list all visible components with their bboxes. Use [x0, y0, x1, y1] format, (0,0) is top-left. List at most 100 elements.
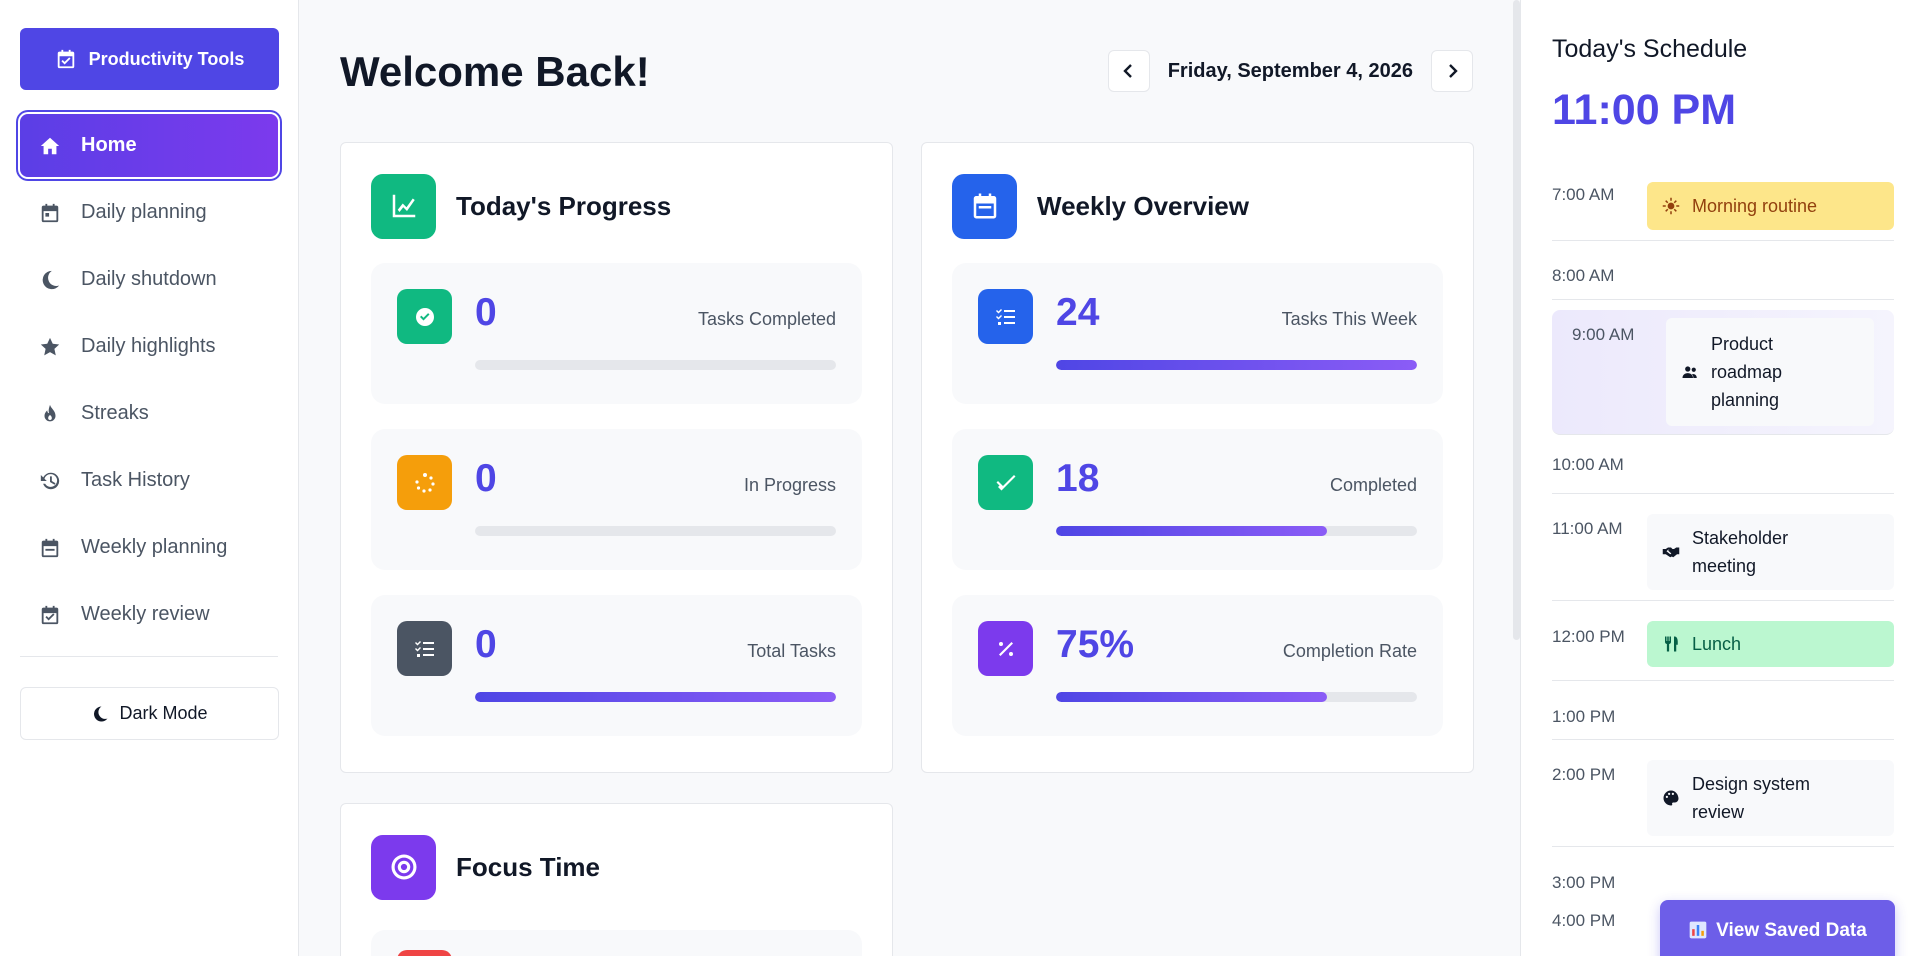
slot-time: 3:00 PM — [1552, 873, 1616, 892]
focus-stat-icon — [397, 950, 452, 956]
current-date: Friday, September 4, 2026 — [1167, 59, 1413, 82]
event-label: Lunch — [1692, 633, 1742, 654]
slot-time: 10:00 AM — [1552, 455, 1624, 474]
event-lunch[interactable]: Lunch — [1647, 621, 1894, 667]
sidebar-item-streaks[interactable]: Streaks — [20, 382, 278, 445]
progress-bar — [475, 692, 836, 702]
list-check-icon — [397, 621, 452, 676]
progress-bar — [1056, 526, 1417, 536]
page-title: Welcome Back! — [340, 48, 650, 95]
date-navigator: Friday, September 4, 2026 — [1107, 50, 1473, 92]
main-scrollbar[interactable] — [1513, 0, 1520, 640]
sidebar-item-weekly-review[interactable]: Weekly review — [20, 583, 278, 646]
sidebar-item-daily-highlights[interactable]: Daily highlights — [20, 315, 278, 378]
time-slot: 3:00 PM — [1552, 847, 1894, 906]
event-morning-routine[interactable]: Morning routine — [1647, 182, 1894, 230]
calendar-icon — [41, 203, 59, 222]
progress-bar — [1056, 692, 1417, 702]
time-slot-current: 9:00 AM Product roadmap planning — [1552, 310, 1894, 435]
card-title: Today's Progress — [456, 190, 672, 221]
slot-time: 4:00 PM — [1552, 911, 1616, 930]
schedule-title: Today's Schedule — [1552, 35, 1748, 63]
slot-time: 7:00 AM — [1552, 185, 1615, 204]
sidebar-item-label: Task History — [81, 469, 190, 491]
productivity-tools-button[interactable]: Productivity Tools — [20, 28, 279, 90]
sidebar-item-label: Daily planning — [81, 201, 207, 223]
sidebar-item-daily-planning[interactable]: Daily planning — [20, 181, 278, 244]
time-slot: 4:00 PM — [1552, 906, 1894, 946]
time-slot: 8:00 AM — [1552, 241, 1894, 300]
focus-time-card: Focus Time — [340, 803, 893, 956]
progress-bar-fill — [475, 692, 836, 702]
time-slot: 12:00 PM Lunch — [1552, 601, 1894, 681]
check-circle-icon — [397, 289, 452, 344]
progress-bar — [475, 360, 836, 370]
sidebar: Productivity Tools Home Daily planning D… — [0, 0, 299, 956]
card-title: Weekly Overview — [1037, 190, 1249, 221]
event-stakeholder-meeting[interactable]: Stakeholder meeting — [1647, 514, 1894, 590]
next-day-button[interactable] — [1431, 50, 1473, 92]
sidebar-item-label: Weekly review — [81, 603, 210, 625]
card-title: Focus Time — [456, 851, 601, 882]
stat-value: 0 — [475, 623, 497, 666]
time-slot: 10:00 AM — [1552, 435, 1894, 494]
stat-label: Completion Rate — [1282, 641, 1417, 661]
stat-label: In Progress — [743, 475, 836, 495]
progress-bar — [475, 526, 836, 536]
moon-icon — [94, 706, 108, 721]
event-design-system-review[interactable]: Design system review — [1647, 760, 1894, 836]
stat-label: Tasks Completed — [697, 309, 836, 329]
sidebar-item-weekly-planning[interactable]: Weekly planning — [20, 516, 278, 579]
calendar-icon — [41, 538, 59, 557]
sidebar-divider — [20, 656, 278, 657]
progress-bar-fill — [1056, 692, 1327, 702]
stat-value: 0 — [475, 457, 497, 500]
event-product-roadmap[interactable]: Product roadmap planning — [1666, 318, 1874, 426]
sidebar-item-label: Weekly planning — [81, 536, 228, 558]
sidebar-item-task-history[interactable]: Task History — [20, 449, 278, 512]
progress-bar — [1056, 360, 1417, 370]
utensils-icon — [1664, 636, 1678, 652]
sidebar-item-label: Streaks — [81, 402, 149, 424]
slot-time: 9:00 AM — [1572, 325, 1635, 344]
event-label: Product roadmap planning — [1711, 334, 1783, 410]
stat-value: 75% — [1056, 623, 1135, 666]
previous-day-button[interactable] — [1107, 50, 1150, 92]
time-slot: 7:00 AM Morning routine — [1552, 175, 1894, 241]
history-icon — [40, 472, 60, 489]
sidebar-item-label: Daily shutdown — [81, 268, 217, 290]
main-content: Welcome Back! Friday, September 4, 2026 … — [300, 0, 1519, 956]
slot-time: 11:00 AM — [1552, 519, 1623, 538]
schedule-timeline: 7:00 AM Morning routine 8:00 AM 9:00 AM … — [1552, 175, 1894, 946]
sidebar-item-daily-shutdown[interactable]: Daily shutdown — [20, 248, 278, 311]
slot-time: 1:00 PM — [1552, 707, 1616, 726]
percent-icon — [978, 621, 1033, 676]
star-icon — [40, 337, 60, 355]
calendar-check-icon — [57, 49, 74, 69]
dark-mode-button[interactable]: Dark Mode — [20, 687, 279, 740]
view-saved-data-button[interactable]: View Saved Data — [1660, 900, 1895, 956]
moon-icon — [42, 270, 60, 289]
schedule-panel: Today's Schedule 11:00 PM 7:00 AM Mornin… — [1520, 0, 1917, 956]
time-slot: 1:00 PM — [1552, 681, 1894, 740]
time-slot: 11:00 AM Stakeholder meeting — [1552, 494, 1894, 601]
sidebar-item-home[interactable]: Home — [20, 114, 278, 177]
event-label: Stakeholder meeting — [1692, 528, 1789, 576]
check-double-icon — [978, 455, 1033, 510]
stat-value: 24 — [1056, 291, 1100, 334]
chevron-right-icon — [1449, 64, 1458, 78]
sidebar-item-label: Home — [81, 134, 137, 156]
stat-value: 0 — [475, 291, 497, 334]
progress-bar-fill — [1056, 360, 1417, 370]
stat-completed: 18 Completed — [952, 429, 1443, 570]
brand-label: Productivity Tools — [88, 48, 245, 69]
stat-value: 18 — [1056, 457, 1100, 500]
todays-progress-card: Today's Progress 0 Tasks Completed 0 In … — [340, 142, 893, 773]
weekly-overview-card: Weekly Overview 24 Tasks This Week 18 Co… — [921, 142, 1474, 773]
event-label: Design system review — [1692, 774, 1811, 822]
stat-in-progress: 0 In Progress — [371, 429, 862, 570]
slot-time: 12:00 PM — [1552, 627, 1625, 646]
event-label: Morning routine — [1692, 195, 1818, 216]
calendar-check-icon — [41, 605, 59, 624]
focus-stat — [371, 930, 862, 956]
